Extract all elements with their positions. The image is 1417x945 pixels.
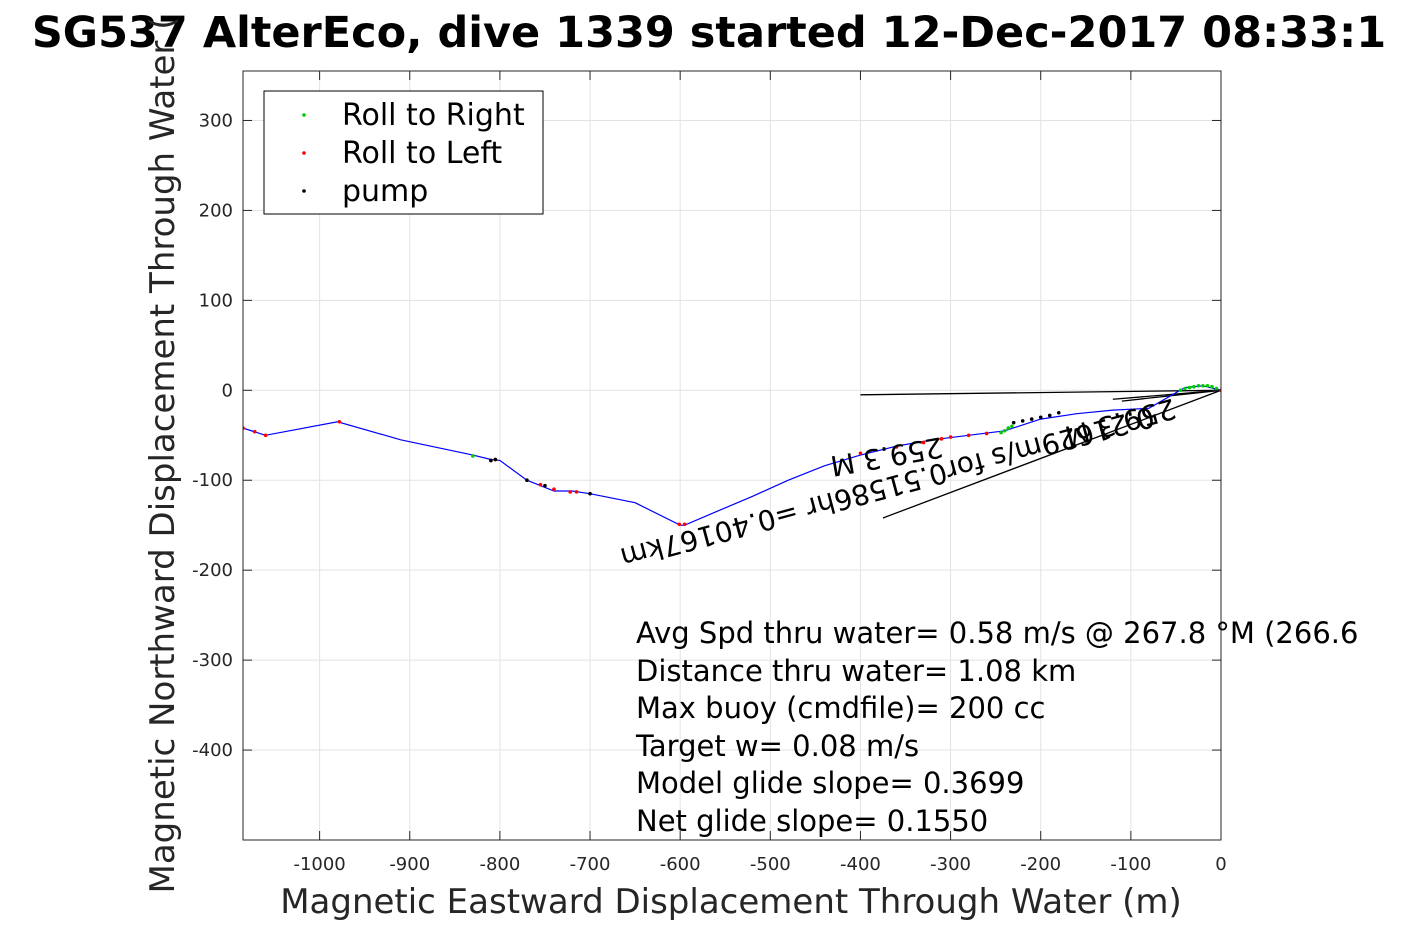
pump-point-1: [1047, 413, 1052, 418]
marker-series: [243, 383, 1221, 527]
legend: Roll to Right Roll to Left pump: [263, 90, 544, 215]
pump-point-0: [1056, 410, 1061, 415]
roll-right-point-6: [1187, 385, 1192, 390]
y-tick-label-5: -200: [192, 560, 233, 581]
track-series: [243, 385, 1221, 526]
roll-left-point-10: [574, 490, 579, 494]
roll-right-point-4: [1196, 383, 1201, 388]
x-tick-label-0: -1000: [293, 854, 345, 875]
pump-point-2: [1038, 415, 1043, 420]
pump-point-3: [1029, 417, 1034, 421]
roll-right-point-11: [1002, 428, 1007, 433]
pump-point-8: [525, 478, 529, 483]
roll-right-point-5: [1192, 384, 1196, 389]
stat-distance: Distance thru water= 1.08 km: [636, 654, 1076, 688]
roll-left-point-8: [682, 522, 687, 527]
roll-left-point-7: [858, 451, 863, 456]
legend-marker-pump: [302, 189, 306, 193]
y-tick-label-3: 0: [222, 380, 233, 401]
legend-box: [263, 90, 544, 215]
roll-left-point-11: [568, 490, 573, 494]
roll-left-point-9: [677, 522, 682, 527]
stat-model-glide-slope: Model glide slope= 0.3699: [636, 766, 1024, 800]
roll-right-point-13: [471, 454, 475, 458]
pump-point-6: [588, 491, 592, 496]
pump-point-5: [1011, 420, 1016, 425]
chart-title: SG537 AlterEco, dive 1339 started 12-Dec…: [32, 8, 1386, 58]
axis-ticks: -1000 -900 -800 -700 -600 -500 -400 -300 -200 -10…: [192, 71, 1227, 875]
y-tick-label-2: 100: [199, 290, 233, 311]
roll-left-point-16: [337, 419, 342, 424]
track-line: [243, 385, 1221, 526]
x-tick-label-7: -300: [930, 854, 971, 875]
roll-left-point-3: [948, 435, 953, 439]
roll-left-point-12: [552, 487, 556, 492]
y-tick-label-7: -400: [192, 740, 233, 761]
roll-right-point-7: [1183, 386, 1187, 391]
x-tick-label-9: -100: [1110, 854, 1151, 875]
x-tick-label-3: -700: [570, 854, 611, 875]
y-axis-label: Magnetic Northward Displacement Through …: [143, 17, 183, 894]
x-tick-label-5: -500: [750, 854, 791, 875]
y-tick-label-0: 300: [199, 110, 233, 131]
roll-left-point-4: [939, 437, 944, 441]
roll-left-point-18: [252, 429, 257, 434]
pump-point-4: [1020, 419, 1025, 423]
stat-avg-speed: Avg Spd thru water= 0.58 m/s @ 267.8 °M …: [636, 616, 1358, 650]
roll-right-point-10: [1006, 426, 1011, 430]
x-tick-label-4: -600: [660, 854, 701, 875]
pump-point-7: [543, 483, 547, 488]
roll-right-point-3: [1201, 383, 1205, 388]
roll-right-point-2: [1205, 383, 1210, 388]
legend-marker-roll-right: [302, 113, 306, 117]
roll-left-point-2: [966, 433, 971, 438]
legend-label-roll-right: Roll to Right: [342, 98, 525, 133]
x-tick-label-6: -400: [840, 854, 881, 875]
x-tick-label-10: 0: [1215, 854, 1226, 875]
roll-left-point-5: [921, 440, 926, 445]
stats-block: Avg Spd thru water= 0.58 m/s @ 267.8 °M …: [635, 616, 1358, 838]
stat-max-buoy: Max buoy (cmdfile)= 200 cc: [636, 691, 1045, 725]
pump-point-9: [493, 457, 498, 462]
y-tick-label-6: -300: [192, 650, 233, 671]
roll-left-point-1: [984, 431, 989, 436]
x-tick-label-8: -200: [1020, 854, 1061, 875]
axes-box: [242, 70, 1222, 841]
legend-label-roll-left: Roll to Left: [342, 136, 502, 171]
x-axis-label: Magnetic Eastward Displacement Through W…: [280, 882, 1182, 922]
guide-line-1: [882, 389, 1221, 519]
pump-point-10: [489, 458, 493, 463]
stat-net-glide-slope: Net glide slope= 0.1550: [636, 804, 988, 838]
y-tick-label-4: -100: [192, 470, 233, 491]
roll-right-point-9: [1010, 424, 1014, 429]
roll-left-point-17: [263, 433, 268, 438]
roll-left-point-6: [894, 445, 899, 449]
guide-line-0: [860, 389, 1221, 396]
y-tick-label-1: 200: [199, 200, 233, 221]
roll-right-point-8: [1178, 388, 1183, 393]
stat-target-w: Target w= 0.08 m/s: [635, 729, 919, 763]
roll-right-point-0: [1214, 386, 1219, 391]
roll-left-point-13: [538, 482, 543, 487]
legend-marker-roll-left: [302, 151, 306, 155]
legend-label-pump: pump: [342, 174, 428, 209]
x-tick-label-2: -800: [479, 854, 520, 875]
roll-right-point-1: [1210, 384, 1214, 389]
x-tick-label-1: -900: [389, 854, 430, 875]
roll-right-point-12: [999, 430, 1003, 435]
